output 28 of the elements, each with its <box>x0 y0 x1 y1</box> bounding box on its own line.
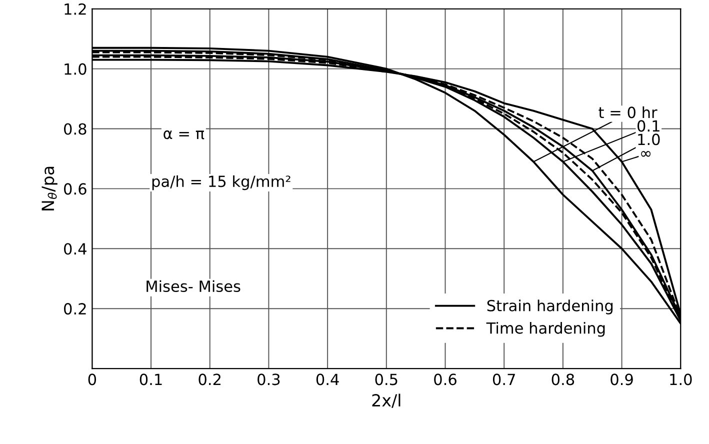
y-tick-label: 1.2 <box>64 3 86 15</box>
legend-label: Strain hardening <box>487 300 613 314</box>
x-tick-label: 0.3 <box>258 374 280 386</box>
x-tick-label: 0.2 <box>198 374 220 386</box>
x-axis-title: 2x/l <box>372 394 400 408</box>
annotation: 0.1 <box>638 120 660 132</box>
y-tick-label: 0.4 <box>64 243 86 255</box>
annotation: pa/h = 15 kg/mm² <box>152 175 290 190</box>
x-tick-label: 0.8 <box>552 374 574 386</box>
x-tick-label: 0.4 <box>316 374 339 386</box>
annotation: α = π <box>164 130 204 140</box>
annotation: ∞ <box>641 151 651 157</box>
y-axis-title: N$_{θ}$/pa <box>42 166 58 210</box>
x-tick-label: 0.9 <box>610 374 633 386</box>
annotation: 1.0 <box>638 134 660 146</box>
x-tick-label: 1.0 <box>670 374 692 386</box>
x-tick-label: 0.6 <box>434 374 456 386</box>
y-tick-label: 0.6 <box>64 183 86 195</box>
y-tick-label: 1.0 <box>64 63 86 75</box>
legend-label: Time hardening <box>486 322 605 337</box>
y-tick-label: 0.8 <box>64 123 86 135</box>
x-tick-label: 0.5 <box>375 374 398 386</box>
annotation: t = 0 hr <box>598 106 658 118</box>
x-tick-label: 0.1 <box>140 374 162 386</box>
annotation: Mises- Mises <box>146 280 240 292</box>
x-tick-label: 0.7 <box>492 374 515 386</box>
y-tick-label: 0.2 <box>64 303 86 315</box>
x-tick-label: 0 <box>88 374 96 386</box>
